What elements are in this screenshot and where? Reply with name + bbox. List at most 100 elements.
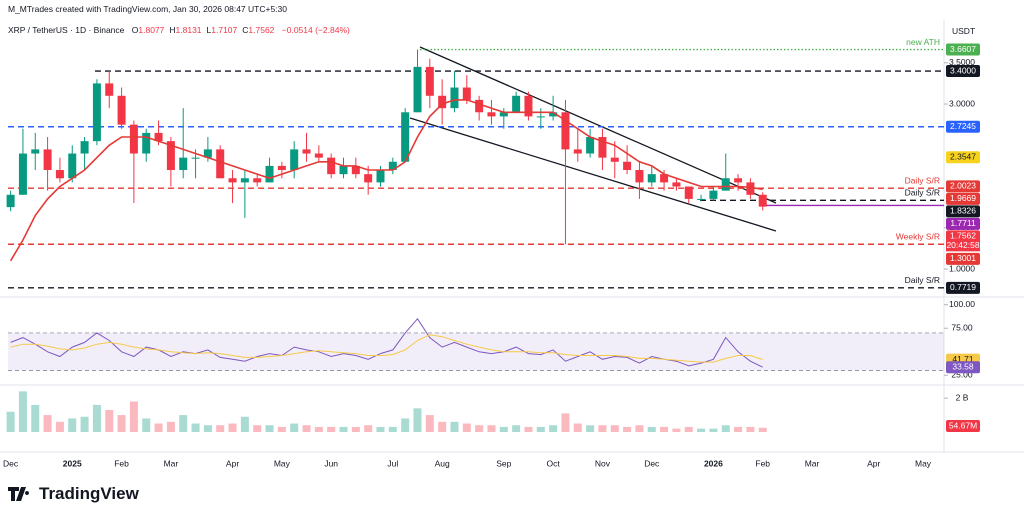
volume-bar [499,426,508,432]
x-tick-label: Jun [324,458,338,468]
candle-body [68,153,77,179]
volume-bar [142,418,151,432]
volume-bar [191,423,200,432]
countdown: 20:42:58 [946,240,979,250]
price-badge-label: 2.0023 [950,181,976,191]
candle-body [425,66,434,96]
level-label: Daily S/R [905,275,940,285]
volume-bar [129,401,138,432]
x-tick-label: Oct [547,458,561,468]
candle-body [179,157,188,171]
x-tick-label: Feb [114,458,129,468]
candle-body [388,161,397,171]
volume-bar [18,391,27,432]
volume-bar [92,404,101,432]
price-badge-label: 1.7562 [950,231,976,241]
volume-bar [561,413,570,432]
candle-body [166,141,175,171]
volume-bar [117,415,126,432]
candle-body [549,112,558,117]
x-tick-label: Dec [3,458,19,468]
volume-badge [946,420,980,432]
candle-body [302,149,311,154]
volume-bar [487,425,496,432]
volume-bar [524,426,533,432]
volume-bar [450,421,459,432]
volume-bar [216,425,225,432]
volume-bar [438,421,447,432]
y-tick-label: 100.00 [949,299,975,309]
volume-bar [586,425,595,432]
volume-bar [512,425,521,432]
price-badge [946,180,980,193]
candle-body [499,112,508,117]
y-tick-label: 25.00 [951,370,973,380]
candle-body [376,170,385,183]
price-badge-label: 0.7719 [950,282,976,292]
candle-body [253,178,262,183]
candle-body [228,178,237,183]
volume-bar [672,428,681,432]
volume-bar [240,416,249,432]
y-tick-label: 1.0000 [949,263,975,273]
candle-body [290,149,299,171]
candle-body [203,149,212,158]
level-label: new ATH [906,37,940,47]
volume-bar [43,415,52,432]
candle-body [746,182,755,195]
volume-bar [425,415,434,432]
price-badge [946,230,980,243]
volume-bar [80,416,89,432]
volume-bar [277,426,286,432]
rsi-badge-label: 41.71 [952,354,974,364]
ohlc-value: 1.7562 [248,25,275,35]
volume-bar [635,425,644,432]
price-badge [946,120,980,133]
volume-bar [413,408,422,432]
candle-body [314,153,323,158]
candle-body [573,149,582,154]
volume-bar [55,421,64,432]
price-badge [946,217,980,230]
price-badge-label: 2.7245 [950,121,976,131]
ohlc: O1.8077 H1.8131 L1.7107 C1.7562 [127,25,275,35]
candle-body [105,83,114,96]
candle-body [265,165,274,183]
volume-bar [684,426,693,432]
x-tick-label: 2025 [63,458,82,468]
volume-bar [339,426,348,432]
volume-bar [31,404,40,432]
y-tick-label: 2 B [956,392,969,402]
candle-body [734,178,743,183]
level-label: Weekly S/R [896,232,940,242]
volume-bar [536,426,545,432]
ohlc-value: 1.8131 [175,25,202,35]
candle-body [216,149,225,179]
x-tick-label: Sep [496,458,511,468]
change: −0.0514 (−2.84%) [281,25,350,35]
volume-bar [265,425,274,432]
ohlc-key: H [169,25,176,35]
candle-body [240,178,249,183]
candle-body [438,95,447,109]
ohlc-key: O [131,25,139,35]
volume-bar [475,425,484,432]
candle-body [413,66,422,113]
price-badge-label: 2.3547 [950,152,976,162]
volume-bar [105,410,114,432]
candle-body [450,87,459,109]
candle-body [129,124,138,154]
volume-bar [697,428,706,432]
volume-bar [166,421,175,432]
x-tick-label: Feb [755,458,770,468]
candle-body [364,174,373,183]
rsi-badge-label: 33.58 [952,361,974,371]
volume-bar [203,425,212,432]
ma-line [9,99,763,262]
candle-body [462,87,471,100]
price-badge-label: 1.9669 [950,193,976,203]
x-tick-label: Mar [805,458,820,468]
price-badge [946,281,980,294]
candle-body [117,95,126,125]
